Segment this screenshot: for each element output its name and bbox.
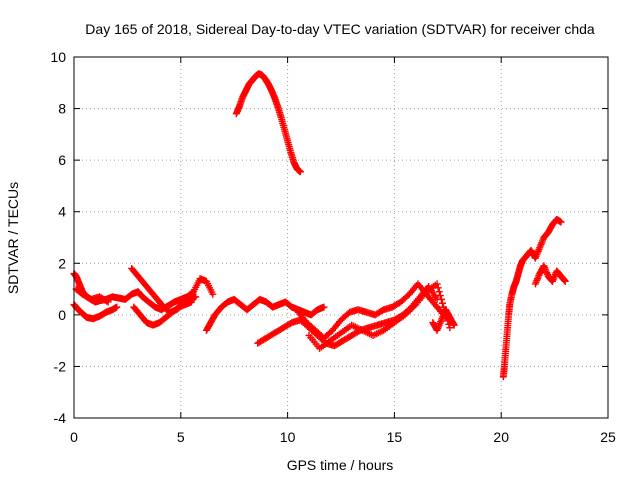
data-point xyxy=(104,298,112,306)
data-point xyxy=(113,303,121,311)
data-point xyxy=(209,290,217,298)
data-point xyxy=(320,303,328,311)
data-point-track xyxy=(435,288,443,296)
series-arc-e xyxy=(130,298,195,329)
y-tick-label: 0 xyxy=(58,307,66,323)
series-arc-j xyxy=(305,280,454,352)
data-point xyxy=(557,218,565,226)
series-arc-a xyxy=(70,270,217,314)
data-point xyxy=(450,321,458,329)
y-tick-label: 10 xyxy=(50,49,66,65)
y-tick-label: 2 xyxy=(58,255,66,271)
x-tick-label: 15 xyxy=(387,429,403,445)
data-point-track xyxy=(434,284,442,292)
data-points xyxy=(70,70,569,381)
x-tick-label: 20 xyxy=(493,429,509,445)
data-point xyxy=(192,293,200,301)
data-point-track xyxy=(449,320,457,328)
x-tick-label: 5 xyxy=(177,429,185,445)
data-point-track xyxy=(561,276,569,284)
y-axis-label: SDTVAR / TECUs xyxy=(5,182,21,294)
series-arc-f xyxy=(202,295,328,334)
series-arc-c xyxy=(72,285,112,306)
axis-ticks: 0 5 10 15 20 25 -4 -2 0 2 4 6 8 10 xyxy=(50,49,616,445)
data-point xyxy=(187,298,195,306)
y-tick-label: 4 xyxy=(58,204,66,220)
data-point-track xyxy=(438,299,446,307)
y-tick-label: 8 xyxy=(58,101,66,117)
data-point-track xyxy=(436,292,444,300)
plot-frame xyxy=(73,56,609,419)
data-point xyxy=(446,324,454,332)
series-arc-l xyxy=(499,215,565,381)
chart-title: Day 165 of 2018, Sidereal Day-to-day VTE… xyxy=(85,21,595,37)
series-arc-g xyxy=(232,70,304,176)
x-tick-label: 10 xyxy=(280,429,296,445)
data-point-track xyxy=(437,295,445,303)
data-point xyxy=(433,280,441,288)
series-arc-m xyxy=(531,262,569,288)
y-tick-label: 6 xyxy=(58,152,66,168)
data-point xyxy=(296,168,304,176)
data-point xyxy=(561,277,569,285)
data-point-track xyxy=(103,297,111,305)
y-tick-label: -4 xyxy=(54,410,67,426)
grid-lines xyxy=(74,57,608,418)
x-tick-label: 0 xyxy=(70,429,78,445)
y-tick-label: -2 xyxy=(54,358,67,374)
series-arc-k xyxy=(429,306,458,334)
x-axis-label: GPS time / hours xyxy=(287,457,394,473)
x-tick-label: 25 xyxy=(600,429,616,445)
